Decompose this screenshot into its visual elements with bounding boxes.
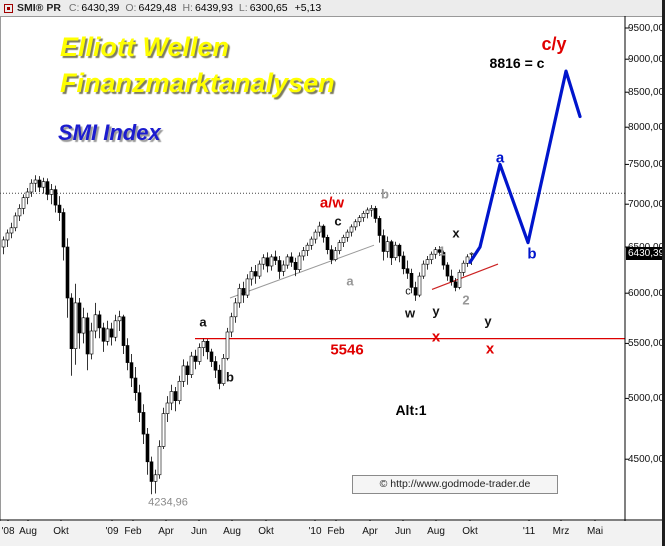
time-axis-label: Feb bbox=[327, 526, 345, 537]
time-axis-label: Mai bbox=[586, 526, 604, 537]
time-axis-label: Mrz bbox=[552, 526, 570, 537]
quote-field-value: 6439,93 bbox=[194, 2, 233, 14]
quote-field-label: H: bbox=[182, 2, 193, 14]
time-axis-label: Jun bbox=[190, 526, 208, 537]
time-axis-label: Aug bbox=[19, 526, 37, 537]
time-axis-label: Aug bbox=[223, 526, 241, 537]
current-price-badge: 6430,39 bbox=[626, 246, 665, 260]
quote-bar: SMI® PR C: 6430,39 O: 6429,48 H: 6439,93 L: 630… bbox=[0, 0, 665, 17]
time-axis-label: '10 bbox=[308, 526, 322, 537]
time-axis[interactable]: '08 Aug Okt '09 Feb Apr Jun Aug Okt '10 Feb Apr Jun A… bbox=[0, 521, 665, 546]
instrument-symbol: SMI® PR bbox=[17, 2, 61, 14]
time-axis-label: '09 bbox=[105, 526, 119, 537]
time-axis-label: '11 bbox=[522, 526, 536, 537]
quote-field-label: C: bbox=[68, 2, 80, 14]
quote-field-value: 6300,65 bbox=[249, 2, 288, 14]
time-axis-label: Aug bbox=[427, 526, 445, 537]
quote-field-value: 6430,39 bbox=[81, 2, 120, 14]
quote-ohlc-values: C: 6430,39 O: 6429,48 H: 6439,93 L: 6300,65 bbox=[63, 2, 288, 14]
time-axis-label: '08 bbox=[1, 526, 15, 537]
quote-field-value: 6429,48 bbox=[138, 2, 177, 14]
time-axis-label: Okt bbox=[462, 526, 478, 537]
instrument-icon bbox=[4, 3, 13, 13]
time-axis-label: Apr bbox=[158, 526, 174, 537]
quote-change: +5,13 bbox=[294, 2, 322, 14]
time-axis-label: Feb bbox=[124, 526, 142, 537]
time-axis-label: Apr bbox=[362, 526, 378, 537]
time-axis-label: Okt bbox=[258, 526, 274, 537]
right-scrollbar[interactable] bbox=[662, 0, 665, 546]
time-axis-label: Jun bbox=[394, 526, 412, 537]
quote-field-label: O: bbox=[125, 2, 137, 14]
time-axis-label: Okt bbox=[53, 526, 69, 537]
copyright-stamp: © http://www.godmode-trader.de bbox=[352, 475, 558, 494]
quote-field-label: L: bbox=[238, 2, 248, 14]
